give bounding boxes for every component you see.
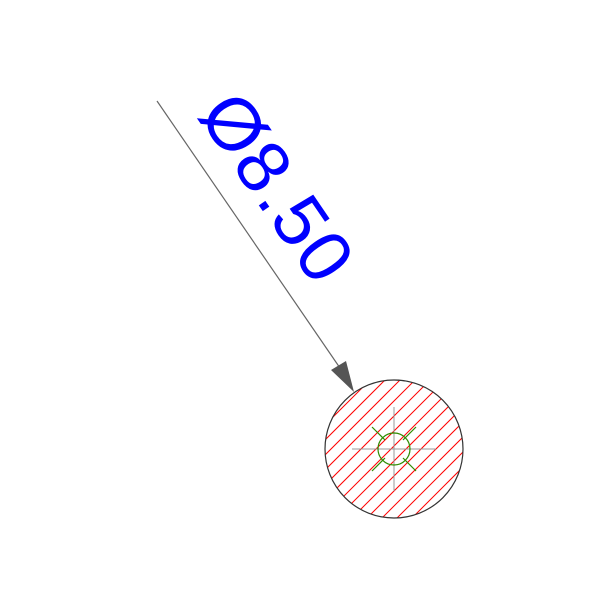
- hole-outline: [324, 379, 464, 519]
- hole-hatch: [325, 380, 463, 518]
- leader-arrowhead: [331, 361, 354, 392]
- center-symbol: [371, 426, 417, 472]
- leader-line: [156, 100, 341, 369]
- center-mark: [352, 407, 436, 491]
- dimension-label: Ø8.50: [184, 77, 372, 298]
